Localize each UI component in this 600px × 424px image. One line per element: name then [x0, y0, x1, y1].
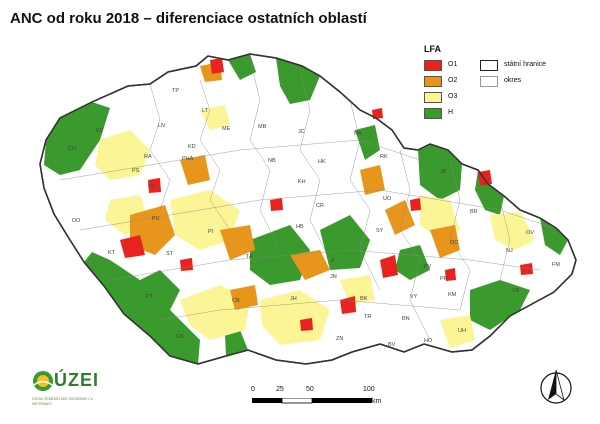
district-label: ZN	[336, 336, 343, 342]
logo-name: ÚZEI	[54, 370, 100, 390]
scale-tick-25: 25	[276, 386, 284, 393]
district-label: PS	[132, 168, 140, 174]
scale-tick-100: 100	[363, 386, 375, 393]
uzei-logo: ÚZEI ÚSTAV ZEMĚDĚLSKÉ EKONOMIKY A INFORM…	[32, 370, 132, 420]
district-label: PU	[152, 216, 160, 222]
district-label: HK	[318, 159, 326, 165]
district-label: RA	[144, 154, 152, 160]
district-label: PR	[440, 276, 448, 282]
lfa-o1-regions	[120, 58, 533, 331]
district-label: BV	[388, 342, 396, 348]
scale-tick-50: 50	[306, 386, 314, 393]
district-label: UH	[458, 328, 466, 334]
legend-label-o2: O2	[448, 77, 458, 84]
legend-swatch-o1	[424, 60, 442, 71]
district-label: KH	[298, 179, 306, 185]
legend-swatch-o2	[424, 76, 442, 87]
state-border	[39, 53, 577, 365]
logo-emblem-icon	[33, 371, 53, 391]
district-label: BN	[402, 316, 410, 322]
district-label: BR	[470, 209, 478, 215]
scale-unit: km	[372, 398, 382, 405]
district-label: JC	[298, 129, 305, 135]
logo-subtitle: ÚSTAV ZEMĚDĚLSKÉ EKONOMIKY A INFORMACÍ	[32, 397, 93, 406]
district-label: KD	[188, 144, 196, 150]
district-label: TA	[246, 254, 253, 260]
district-label: PI	[208, 229, 214, 235]
district-label: HO	[424, 338, 433, 344]
district-label: OV	[526, 230, 534, 236]
legend-swatch-o3	[424, 92, 442, 103]
district-label: JE	[440, 169, 447, 175]
district-label: CR	[316, 203, 324, 209]
district-label: NJ	[506, 248, 513, 254]
legend-swatch-okres	[480, 76, 498, 87]
legend-label-h: H	[448, 109, 454, 116]
district-label: MB	[258, 124, 267, 130]
district-label: HB	[296, 224, 304, 230]
district-label: CH	[68, 146, 76, 152]
district-label: RK	[380, 154, 388, 160]
district-label: VS	[512, 288, 520, 294]
district-label: KV	[96, 128, 104, 134]
district-label: ME	[222, 126, 231, 132]
scale-tick-0: 0	[251, 386, 255, 393]
district-label: LN	[158, 123, 165, 129]
district-label: PZ	[148, 184, 156, 190]
district-labels: TP LN LT ME MB JC NA CH KV PHA RA KD NB …	[68, 88, 560, 348]
district-label: TP	[172, 88, 179, 94]
scale-bar: 0 25 50 100 km	[248, 386, 388, 416]
lfa-h-regions	[44, 54, 568, 364]
district-label: FM	[552, 262, 560, 268]
district-label: SY	[376, 228, 384, 234]
district-label: JI	[330, 258, 335, 264]
district-label: NB	[268, 158, 276, 164]
legend-label-o3: O3	[448, 93, 458, 100]
legend-label-okres: okres	[504, 77, 522, 84]
district-label: PHA	[182, 156, 194, 162]
legend: LFA O1 O2 O3 H státní hranice okres	[418, 44, 598, 124]
district-label: CK	[176, 334, 184, 340]
legend-label-o1: O1	[448, 61, 458, 68]
district-label: NA	[354, 131, 362, 137]
legend-label-statni-hranice: státní hranice	[504, 61, 547, 68]
district-label: ST	[166, 251, 174, 257]
scale-bar-graphic	[252, 398, 372, 404]
north-arrow-icon	[536, 366, 576, 410]
district-label: OC	[450, 240, 458, 246]
district-label: TR	[364, 314, 371, 320]
lfa-o3-regions	[95, 105, 535, 348]
district-label: KT	[108, 250, 116, 256]
district-label: CB	[232, 298, 240, 304]
district-label: DO	[72, 218, 81, 224]
district-label: LT	[202, 108, 209, 114]
district-label: JH	[290, 296, 297, 302]
legend-swatch-statni-hranice	[480, 60, 498, 71]
district-label: PV	[424, 264, 432, 270]
district-label: JN	[330, 274, 337, 280]
legend-title: LFA	[424, 44, 441, 54]
district-label: BK	[360, 296, 368, 302]
district-label: UO	[383, 196, 392, 202]
district-label: VY	[410, 294, 418, 300]
district-label: KM	[448, 292, 457, 298]
page-title: ANC od roku 2018 – diferenciace ostatníc…	[10, 10, 367, 27]
district-label: PT	[146, 294, 154, 300]
legend-swatch-h	[424, 108, 442, 119]
district-boundaries	[59, 59, 561, 341]
